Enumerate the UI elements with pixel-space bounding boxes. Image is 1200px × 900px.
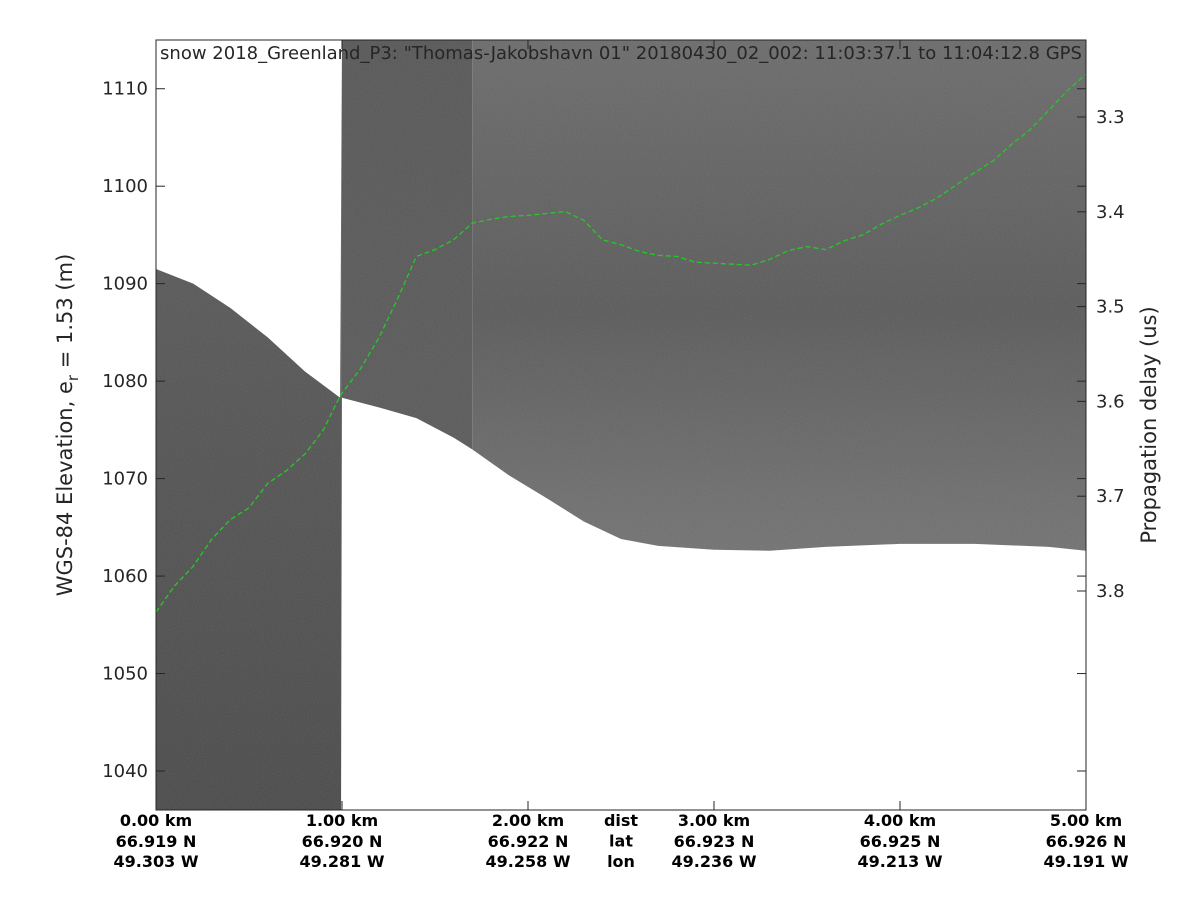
y-axis-right-label: Propagation delay (us) [1137,306,1161,543]
plot-area-frame [155,39,1087,811]
y-axis-left-label-main: WGS-84 Elevation, e [53,381,77,596]
x-tick-label-lat: 66.925 N [860,832,941,851]
y-right-tick-label: 3.6 [1096,391,1125,412]
x-tick-label-lat: 66.920 N [302,832,383,851]
x-row-legend-dist: dist [604,811,638,830]
x-tick-label-lon: 49.281 W [300,852,385,871]
x-row-legend-lon: lon [607,852,635,871]
x-tick-label-lat: 66.919 N [116,832,197,851]
chart-title: snow 2018_Greenland_P3: "Thomas-Jakobsha… [160,43,1082,64]
x-tick-label-lat: 66.923 N [674,832,755,851]
y-left-tick-label: 1110 [102,79,148,100]
x-tick-label-lat: 66.922 N [488,832,569,851]
y-left-tick-label: 1100 [102,176,148,197]
x-tick-label-dist: 2.00 km [492,811,564,830]
y-right-tick-label: 3.5 [1096,297,1125,318]
x-tick-label-dist: 4.00 km [864,811,936,830]
y-left-tick-label: 1040 [102,761,148,782]
x-tick-label-lon: 49.191 W [1044,852,1129,871]
y-left-tick-label: 1070 [102,469,148,490]
y-right-tick-label: 3.3 [1096,107,1125,128]
x-tick-label-dist: 0.00 km [120,811,192,830]
y-right-tick-label: 3.7 [1096,486,1125,507]
x-tick-label-dist: 5.00 km [1050,811,1122,830]
echogram-blank-below [341,397,1086,810]
right-axis-ticks: 3.3 3.4 3.5 3.6 3.7 3.8 [1077,107,1125,602]
y-axis-left-label-tail: = 1.53 (m) [53,254,77,375]
x-tick-label-dist: 1.00 km [306,811,378,830]
x-row-legend-lat: lat [609,832,633,851]
y-left-tick-label: 1060 [102,566,148,587]
y-left-tick-label: 1080 [102,371,148,392]
echogram-image [156,40,1086,810]
x-tick-label-lon: 49.236 W [672,852,757,871]
left-axis-ticks: 1040 1050 1060 1070 1080 1090 1100 1110 [102,79,1086,782]
echogram-blank-top-left [156,40,342,398]
y-right-tick-label: 3.4 [1096,202,1125,223]
x-tick-label-lat: 66.926 N [1046,832,1127,851]
y-left-tick-label: 1050 [102,664,148,685]
x-tick-label-dist: 3.00 km [678,811,750,830]
surface-trace-line [156,73,1086,613]
x-tick-label-lon: 49.303 W [114,852,199,871]
y-right-tick-label: 3.8 [1096,581,1125,602]
y-axis-left-label-subscript: r [64,374,82,381]
y-left-tick-label: 1090 [102,274,148,295]
x-tick-label-lon: 49.213 W [858,852,943,871]
x-tick-label-lon: 49.258 W [486,852,571,871]
y-axis-left-label: WGS-84 Elevation, er = 1.53 (m) [53,254,82,597]
